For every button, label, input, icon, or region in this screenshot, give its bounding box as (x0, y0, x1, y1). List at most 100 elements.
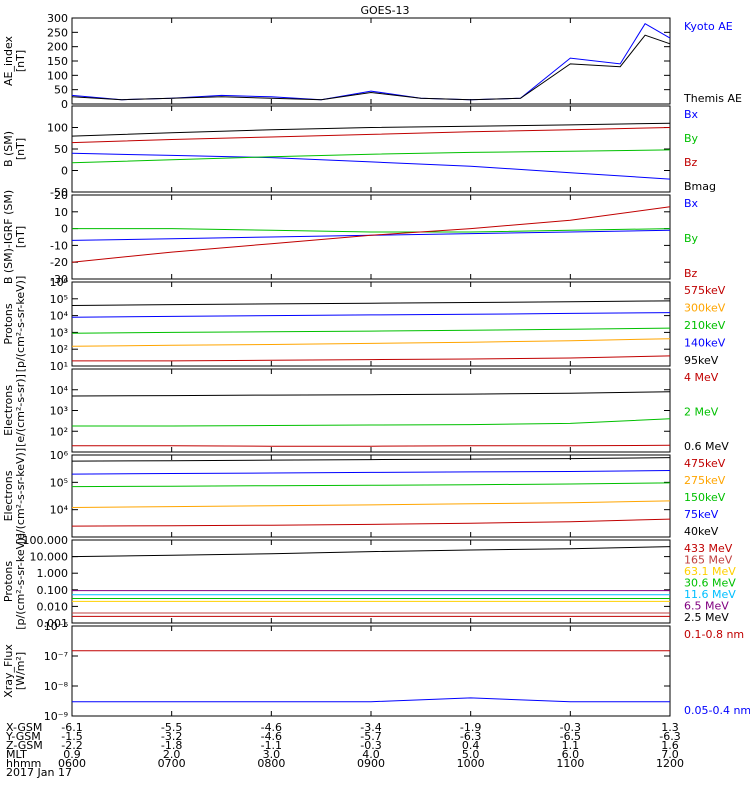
series-line (71, 149, 671, 164)
x-axis-value: 2.0 (163, 748, 181, 761)
panel-protons_mev: 0.001 0.010 0.100 1.000 10.000 100.000 Protons… (2, 533, 736, 630)
y-axis-label: Protons (2, 303, 15, 344)
y-tick-label: 0.001 (37, 617, 69, 630)
y-tick-label: -20 (50, 256, 68, 269)
y-tick-label: 0 (61, 98, 68, 111)
legend-entry: 2.5 MeV (684, 611, 729, 624)
legend-entry: 30.6 MeV (684, 577, 736, 590)
legend-entry: By (684, 232, 699, 245)
x-axis-value: 1000 (457, 757, 485, 770)
panel-protons_low: 10¹ 10² 10³ 10⁴ 10⁵ 10⁶ Protons [p/(cm²-s-sr-ke… (2, 276, 726, 373)
legend-entry: 0.05-0.4 nm (684, 704, 750, 717)
y-tick-label: 10⁻⁶ (44, 620, 69, 633)
series-line (71, 457, 671, 462)
series-line (71, 391, 671, 397)
y-tick-label: 10⁴ (50, 310, 69, 323)
x-axis-row-label: X-GSM (6, 721, 42, 734)
series-line (71, 206, 671, 263)
legend-entry: 275keV (684, 474, 726, 487)
series-line (72, 228, 671, 233)
x-axis-value: 0700 (158, 757, 186, 770)
x-axis-value: 5.0 (462, 748, 480, 761)
y-tick-label: 10⁵ (50, 293, 68, 306)
y-axis-label: [e/(cm²-s-sr-keV)] (14, 448, 27, 544)
y-axis-label: Electrons (2, 385, 15, 436)
y-tick-label: 10 (54, 206, 68, 219)
y-axis-label: [e/(cm²-s-sr)] (14, 374, 27, 447)
y-tick-label: 50 (54, 143, 68, 156)
y-axis-label: Xray_Flux (2, 644, 15, 698)
legend-entry: 140keV (684, 337, 726, 350)
x-axis-value: -1.1 (261, 739, 282, 752)
panel-frame (71, 625, 671, 717)
series-line (71, 312, 671, 318)
panel-electrons_mev: 10² 10³ 10⁴ Electrons [e/(cm²-s-sr)] 4 MeV 2 M… (2, 368, 729, 453)
x-axis-value: -1.9 (460, 721, 481, 734)
series-line (72, 444, 671, 447)
y-tick-label: 10⁵ (50, 476, 68, 489)
series-line (71, 34, 671, 101)
x-axis-value: 6.0 (562, 748, 580, 761)
legend-entry: By (684, 132, 699, 145)
y-tick-label: 10¹ (50, 360, 68, 373)
x-axis-value: -0.3 (560, 721, 581, 734)
plot-date: 2017 Jan 17 (6, 766, 72, 779)
legend-entry: 0.6 MeV (684, 440, 729, 453)
y-tick-label: -10 (50, 239, 68, 252)
legend-entry: 4 MeV (684, 371, 719, 384)
legend-entry: 40keV (684, 525, 719, 538)
x-axis-value: -5.7 (360, 730, 381, 743)
x-axis-value: -6.3 (659, 730, 680, 743)
panel-frame (71, 281, 671, 367)
x-axis-value: -3.2 (161, 730, 182, 743)
y-tick-label: 10⁻⁷ (44, 650, 68, 663)
series-line (71, 122, 671, 137)
y-tick-label: 150 (47, 55, 68, 68)
legend-entry: 150keV (684, 491, 726, 504)
x-axis-value: 0600 (58, 757, 86, 770)
x-axis-value: -6.5 (560, 730, 581, 743)
x-axis-value: 3.0 (263, 748, 281, 761)
y-tick-label: 250 (47, 26, 68, 39)
legend-entry: Themis AE (683, 92, 742, 105)
x-axis-value: -2.2 (61, 739, 82, 752)
x-axis-value: 0.4 (462, 739, 480, 752)
legend-entry: Bx (684, 108, 699, 121)
y-tick-label: 10² (50, 343, 68, 356)
series-line (71, 152, 671, 180)
panel-xray_flux: 10⁻⁹ 10⁻⁸ 10⁻⁷ 10⁻⁶ Xray_Flux [W/m²] 0.1-0.8 n… (2, 620, 750, 723)
y-tick-label: 10⁻⁸ (44, 680, 69, 693)
panel-frame (71, 105, 671, 193)
legend-entry: 63.1 MeV (684, 565, 736, 578)
legend-entry: 165 MeV (684, 554, 733, 567)
y-tick-label: 100.000 (23, 534, 69, 547)
series-line (71, 127, 671, 144)
x-axis-row-label: Y-GSM (5, 730, 41, 743)
y-tick-label: 10⁶ (50, 449, 69, 462)
series-line (71, 518, 671, 527)
y-tick-label: 0.010 (37, 600, 69, 613)
legend-entry: 433 MeV (684, 542, 733, 555)
series-line (71, 482, 671, 488)
x-axis-row-label: MLT (6, 748, 27, 761)
series-line (71, 500, 671, 508)
y-axis-label: B (SM)-IGRF (SM) (2, 190, 15, 284)
y-tick-label: 1.000 (37, 567, 69, 580)
legend-entry: Kyoto AE (684, 20, 733, 33)
legend-entry: Bz (684, 156, 698, 169)
y-tick-label: 10⁴ (50, 384, 69, 397)
series-line (72, 355, 671, 362)
y-axis-label: AE_index (2, 35, 15, 86)
legend-entry: Bz (684, 267, 698, 280)
x-axis-value: -5.5 (161, 721, 182, 734)
legend-entry: 210keV (684, 319, 726, 332)
x-axis-row-label: hhmm (6, 757, 41, 770)
y-tick-label: 300 (47, 12, 68, 25)
y-axis-label: [p/(cm²-s-sr-keV)] (14, 533, 27, 630)
y-tick-label: -30 (50, 273, 68, 286)
panel-frame (71, 539, 671, 624)
legend-entry: 2 MeV (684, 406, 719, 419)
